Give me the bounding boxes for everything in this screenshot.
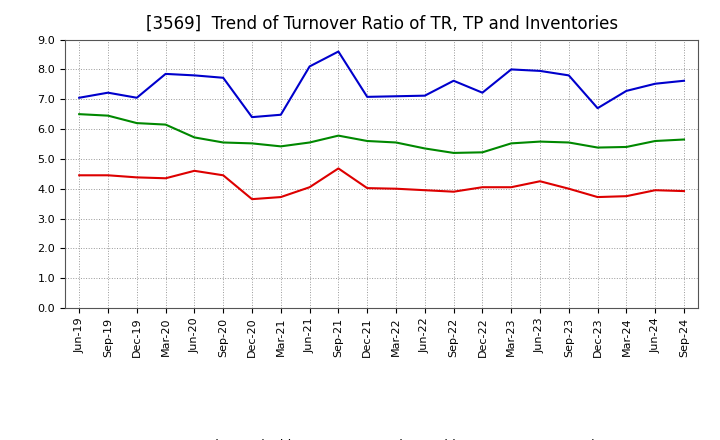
Trade Payables <box>363 94 372 99</box>
Trade Receivables <box>680 188 688 194</box>
Inventories <box>536 139 544 144</box>
Trade Receivables <box>478 185 487 190</box>
Line: Trade Payables: Trade Payables <box>79 51 684 117</box>
Trade Receivables <box>132 175 141 180</box>
Trade Receivables <box>392 186 400 191</box>
Trade Receivables <box>334 166 343 171</box>
Trade Receivables <box>219 172 228 178</box>
Inventories <box>449 150 458 156</box>
Trade Receivables <box>363 186 372 191</box>
Trade Payables <box>564 73 573 78</box>
Trade Payables <box>305 64 314 69</box>
Trade Payables <box>507 67 516 72</box>
Trade Payables <box>478 90 487 95</box>
Trade Payables <box>104 90 112 95</box>
Line: Trade Receivables: Trade Receivables <box>79 169 684 199</box>
Inventories <box>564 140 573 145</box>
Legend: Trade Receivables, Trade Payables, Inventories: Trade Receivables, Trade Payables, Inven… <box>148 434 615 440</box>
Trade Payables <box>334 49 343 54</box>
Trade Payables <box>392 94 400 99</box>
Inventories <box>622 144 631 150</box>
Trade Payables <box>651 81 660 86</box>
Trade Receivables <box>305 185 314 190</box>
Trade Payables <box>276 112 285 117</box>
Inventories <box>363 138 372 143</box>
Inventories <box>161 122 170 127</box>
Trade Payables <box>680 78 688 84</box>
Trade Receivables <box>536 179 544 184</box>
Inventories <box>680 137 688 142</box>
Inventories <box>305 140 314 145</box>
Trade Receivables <box>161 176 170 181</box>
Inventories <box>507 141 516 146</box>
Trade Receivables <box>276 194 285 200</box>
Trade Payables <box>420 93 429 98</box>
Trade Receivables <box>449 189 458 194</box>
Trade Payables <box>449 78 458 84</box>
Inventories <box>593 145 602 150</box>
Trade Receivables <box>651 187 660 193</box>
Trade Receivables <box>593 194 602 200</box>
Trade Payables <box>190 73 199 78</box>
Trade Receivables <box>104 172 112 178</box>
Trade Receivables <box>190 168 199 173</box>
Inventories <box>248 141 256 146</box>
Inventories <box>219 140 228 145</box>
Trade Receivables <box>564 186 573 191</box>
Trade Receivables <box>507 185 516 190</box>
Trade Payables <box>593 106 602 111</box>
Trade Payables <box>622 88 631 94</box>
Trade Receivables <box>75 172 84 178</box>
Title: [3569]  Trend of Turnover Ratio of TR, TP and Inventories: [3569] Trend of Turnover Ratio of TR, TP… <box>145 15 618 33</box>
Trade Payables <box>536 68 544 73</box>
Inventories <box>334 133 343 138</box>
Trade Payables <box>132 95 141 100</box>
Trade Receivables <box>420 187 429 193</box>
Inventories <box>276 144 285 149</box>
Trade Payables <box>161 71 170 77</box>
Inventories <box>392 140 400 145</box>
Trade Payables <box>75 95 84 100</box>
Inventories <box>651 138 660 143</box>
Trade Receivables <box>622 194 631 199</box>
Trade Payables <box>219 75 228 81</box>
Trade Receivables <box>248 197 256 202</box>
Inventories <box>75 111 84 117</box>
Inventories <box>420 146 429 151</box>
Inventories <box>104 113 112 118</box>
Inventories <box>478 150 487 155</box>
Trade Payables <box>248 114 256 120</box>
Inventories <box>132 121 141 126</box>
Line: Inventories: Inventories <box>79 114 684 153</box>
Inventories <box>190 135 199 140</box>
